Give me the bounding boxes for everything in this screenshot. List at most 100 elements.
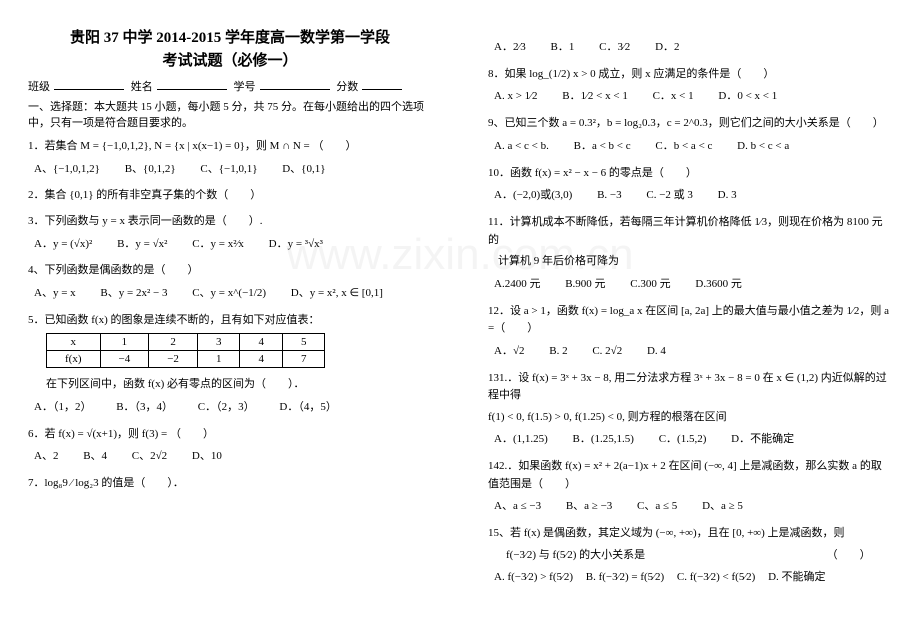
cell: −2 — [149, 351, 198, 368]
q1-options: A、{−1,0,1,2} B、{0,1,2} C、{−1,0,1} D、{0,1… — [34, 160, 432, 180]
q4-c: C、y = x^(−1/2) — [192, 284, 266, 304]
q12-d: D. 4 — [647, 342, 666, 362]
form-row: 班级 姓名 学号 分数 — [28, 78, 432, 94]
blank-score — [362, 89, 402, 90]
label-score: 分数 — [336, 81, 358, 93]
q15-c: C. f(−3⁄2) < f(5⁄2) — [677, 568, 755, 588]
q6-a: A、2 — [34, 447, 58, 467]
q15-options: A. f(−3⁄2) > f(5⁄2) B. f(−3⁄2) = f(5⁄2) … — [494, 568, 892, 588]
q6-b: B、4 — [83, 447, 107, 467]
q5: 5．已知函数 f(x) 的图象是连续不断的，且有如下对应值表： — [28, 312, 432, 330]
q10-d: D. 3 — [718, 186, 737, 206]
q10-a: A．(−2,0)或(3,0) — [494, 186, 572, 206]
q5-a: A．（1，2） — [34, 398, 91, 418]
cell: 3 — [197, 334, 240, 351]
q13-a: A．(1,1.25) — [494, 430, 548, 450]
table-row: x 1 2 3 4 5 — [47, 334, 325, 351]
q5-text: 在下列区间中，函数 f(x) 必有零点的区间为（ ）． — [46, 376, 432, 394]
q5-c: C．（2，3） — [198, 398, 255, 418]
q15-b: B. f(−3⁄2) = f(5⁄2) — [586, 568, 664, 588]
q5-table: x 1 2 3 4 5 f(x) −4 −2 1 4 7 — [46, 333, 325, 368]
q3-c: C．y = x²⁄x — [192, 235, 244, 255]
q7-c: C．3⁄2 — [599, 38, 630, 58]
cell: 4 — [240, 334, 283, 351]
q9-c: C．b < a < c — [655, 137, 712, 157]
blank-class — [54, 89, 124, 90]
q4: 4、下列函数是偶函数的是（ ） — [28, 262, 432, 280]
cell: 5 — [282, 334, 325, 351]
q13-b: B．(1.25,1.5) — [573, 430, 634, 450]
q6: 6．若 f(x) = √(x+1)，则 f(3) = （ ） — [28, 426, 432, 444]
q13-line2: f(1) < 0, f(1.5) > 0, f(1.25) < 0, 则方程的根… — [488, 409, 892, 427]
q13-options: A．(1,1.25) B．(1.25,1.5) C．(1.5,2) D．不能确定 — [494, 430, 892, 450]
q8: 8．如果 log_(1/2) x > 0 成立，则 x 应满足的条件是（ ） — [488, 66, 892, 84]
q15: 15、若 f(x) 是偶函数，其定义域为 (−∞, +∞)，且在 [0, +∞)… — [488, 525, 892, 543]
q13-c: C．(1.5,2) — [659, 430, 707, 450]
q14-a: A、a ≤ −3 — [494, 497, 541, 517]
table-row: f(x) −4 −2 1 4 7 — [47, 351, 325, 368]
q12-options: A．√2 B. 2 C. 2√2 D. 4 — [494, 342, 892, 362]
q10-c: C. −2 或 3 — [646, 186, 693, 206]
label-class: 班级 — [28, 81, 50, 93]
cell: 2 — [149, 334, 198, 351]
q4-options: A、y = x B、y = 2x² − 3 C、y = x^(−1/2) D、y… — [34, 284, 432, 304]
q5-options: A．（1，2） B．（3，4） C．（2，3） D．（4，5） — [34, 398, 432, 418]
q10-b: B. −3 — [597, 186, 622, 206]
q1-a: A、{−1,0,1,2} — [34, 160, 100, 180]
q12-b: B. 2 — [549, 342, 567, 362]
cell: −4 — [100, 351, 149, 368]
left-column: 贵阳 37 中学 2014-2015 学年度高一数学第一学段 考试试题（必修一）… — [0, 0, 460, 637]
cell: 4 — [240, 351, 283, 368]
main-title: 贵阳 37 中学 2014-2015 学年度高一数学第一学段 — [28, 26, 432, 47]
q10: 10．函数 f(x) = x² − x − 6 的零点是（ ） — [488, 165, 892, 183]
q8-a: A. x > 1⁄2 — [494, 87, 537, 107]
q8-options: A. x > 1⁄2 B．1⁄2 < x < 1 C．x < 1 D．0 < x… — [494, 87, 892, 107]
q11-c: C.300 元 — [630, 275, 670, 295]
cell: 1 — [100, 334, 149, 351]
q3-a: A．y = (√x)² — [34, 235, 92, 255]
q1-d: D、{0,1} — [282, 160, 325, 180]
q1-b: B、{0,1,2} — [125, 160, 176, 180]
q14-d: D、a ≥ 5 — [702, 497, 743, 517]
right-column: A．2⁄3 B．1 C．3⁄2 D．2 8．如果 log_(1/2) x > 0… — [460, 0, 920, 637]
q11-a: A.2400 元 — [494, 275, 540, 295]
q8-c: C．x < 1 — [653, 87, 694, 107]
q15-text: f(−3⁄2) 与 f(5⁄2) 的大小关系是 （ ） — [506, 547, 892, 565]
q2: 2．集合 {0,1} 的所有非空真子集的个数（ ） — [28, 187, 432, 205]
q14: 142.．如果函数 f(x) = x² + 2(a−1)x + 2 在区间 (−… — [488, 458, 892, 493]
q7-a: A．2⁄3 — [494, 38, 526, 58]
q3: 3．下列函数与 y = x 表示同一函数的是（ ）. — [28, 213, 432, 231]
blank-number — [260, 89, 330, 90]
q14-b: B、a ≥ −3 — [566, 497, 612, 517]
q5-d: D．（4，5） — [279, 398, 336, 418]
q13: 131.．设 f(x) = 3ˣ + 3x − 8, 用二分法求方程 3ˣ + … — [488, 370, 892, 405]
q8-d: D．0 < x < 1 — [718, 87, 777, 107]
q3-b: B．y = √x² — [117, 235, 167, 255]
q6-options: A、2 B、4 C、2√2 D、10 — [34, 447, 432, 467]
q3-d: D．y = ³√x³ — [269, 235, 323, 255]
q6-d: D、10 — [192, 447, 222, 467]
q5-b: B．（3，4） — [116, 398, 173, 418]
q11: 11．计算机成本不断降低，若每隔三年计算机价格降低 1⁄3，则现在价格为 810… — [488, 214, 892, 249]
q9: 9、已知三个数 a = 0.3²，b = log₂0.3，c = 2^0.3，则… — [488, 115, 892, 133]
cell: 7 — [282, 351, 325, 368]
q9-options: A. a < c < b. B．a < b < c C．b < a < c D.… — [494, 137, 892, 157]
sub-title: 考试试题（必修一） — [28, 49, 432, 70]
q8-b: B．1⁄2 < x < 1 — [562, 87, 628, 107]
q7-d: D．2 — [655, 38, 679, 58]
q6-c: C、2√2 — [132, 447, 167, 467]
q7-b: B．1 — [551, 38, 575, 58]
q15-d: D. 不能确定 — [768, 568, 825, 588]
q11-options: A.2400 元 B.900 元 C.300 元 D.3600 元 — [494, 275, 892, 295]
cell: 1 — [197, 351, 240, 368]
cell: x — [47, 334, 101, 351]
q1-c: C、{−1,0,1} — [200, 160, 257, 180]
q15-a: A. f(−3⁄2) > f(5⁄2) — [494, 568, 573, 588]
label-number: 学号 — [234, 81, 256, 93]
q13-d: D．不能确定 — [731, 430, 794, 450]
q14-c: C、a ≤ 5 — [637, 497, 677, 517]
q12: 12．设 a > 1，函数 f(x) = log_a x 在区间 [a, 2a]… — [488, 303, 892, 338]
q9-a: A. a < c < b. — [494, 137, 549, 157]
q12-c: C. 2√2 — [592, 342, 622, 362]
q14-options: A、a ≤ −3 B、a ≥ −3 C、a ≤ 5 D、a ≥ 5 — [494, 497, 892, 517]
